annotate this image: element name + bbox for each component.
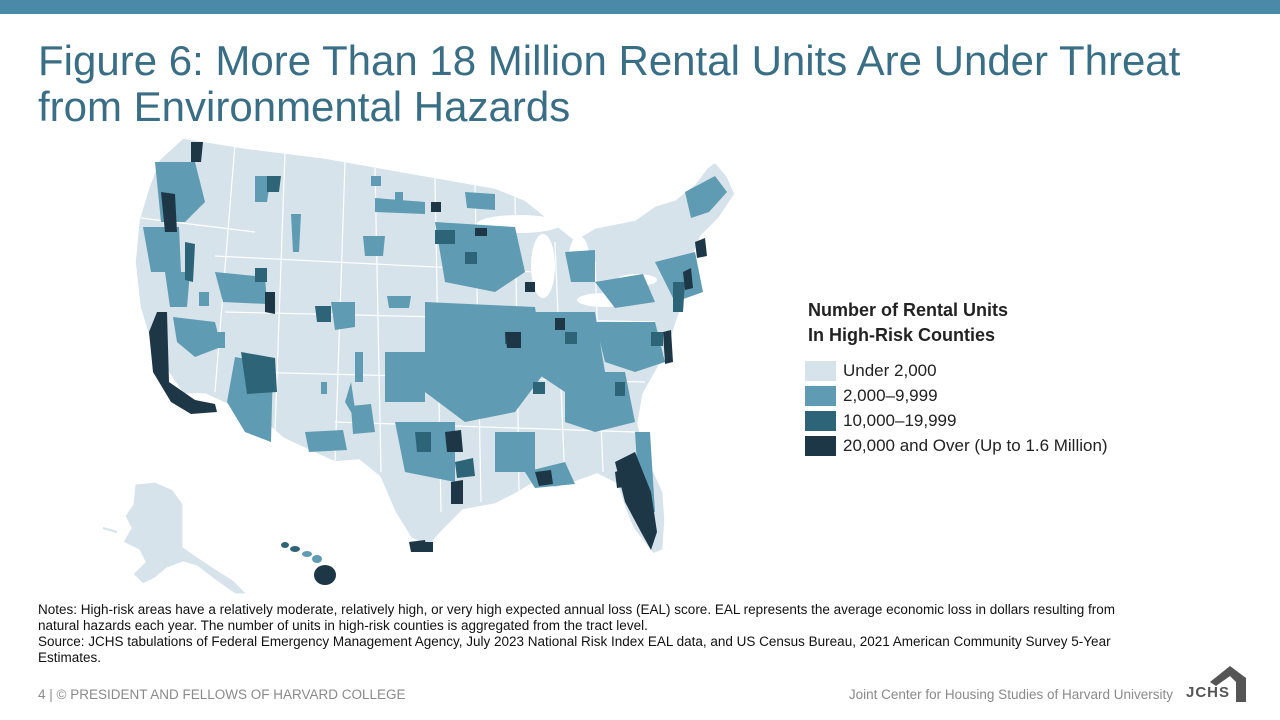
aleutian-islands bbox=[102, 527, 118, 533]
counties-2000-9999 bbox=[143, 162, 727, 512]
legend-title-line1: Number of Rental Units bbox=[808, 300, 1009, 320]
notes-text: Notes: High-risk areas have a relatively… bbox=[38, 602, 1116, 633]
legend-title: Number of Rental Units In High-Risk Coun… bbox=[808, 298, 1245, 348]
us-county-map bbox=[95, 132, 755, 602]
map-legend: Number of Rental Units In High-Risk Coun… bbox=[805, 298, 1245, 458]
footer-organization: Joint Center for Housing Studies of Harv… bbox=[848, 687, 1173, 702]
top-accent-bar bbox=[0, 0, 1280, 14]
legend-label: 10,000–19,999 bbox=[843, 410, 957, 430]
legend-item-20000-plus: 20,000 and Over (Up to 1.6 Million) bbox=[805, 433, 1245, 458]
footer-copyright: 4 | © PRESIDENT AND FELLOWS OF HARVARD C… bbox=[38, 687, 406, 702]
map-svg bbox=[102, 137, 736, 595]
counties-10000-19999 bbox=[185, 176, 685, 478]
legend-swatch bbox=[805, 385, 836, 406]
legend-swatch bbox=[805, 435, 836, 456]
alaska-shape bbox=[122, 481, 249, 595]
legend-item-under-2000: Under 2,000 bbox=[805, 358, 1245, 383]
legend-swatch bbox=[805, 410, 836, 431]
legend-label: Under 2,000 bbox=[843, 360, 937, 380]
notes-block: Notes: High-risk areas have a relatively… bbox=[38, 602, 1128, 666]
legend-swatch bbox=[805, 360, 836, 381]
legend-label: 2,000–9,999 bbox=[843, 385, 938, 405]
logo-text: JCHS bbox=[1186, 684, 1231, 701]
source-text: Source: JCHS tabulations of Federal Emer… bbox=[38, 634, 1111, 665]
counties-20000-plus bbox=[149, 142, 707, 552]
legend-title-line2: In High-Risk Counties bbox=[808, 325, 996, 345]
house-icon bbox=[1210, 666, 1246, 702]
legend-item-2000-9999: 2,000–9,999 bbox=[805, 383, 1245, 408]
slide-title: Figure 6: More Than 18 Million Rental Un… bbox=[38, 37, 1181, 130]
hawaii-shape bbox=[281, 542, 336, 585]
legend-item-10000-19999: 10,000–19,999 bbox=[805, 408, 1245, 433]
legend-label: 20,000 and Over (Up to 1.6 Million) bbox=[843, 435, 1108, 455]
jchs-logo: JCHS bbox=[1186, 664, 1250, 704]
